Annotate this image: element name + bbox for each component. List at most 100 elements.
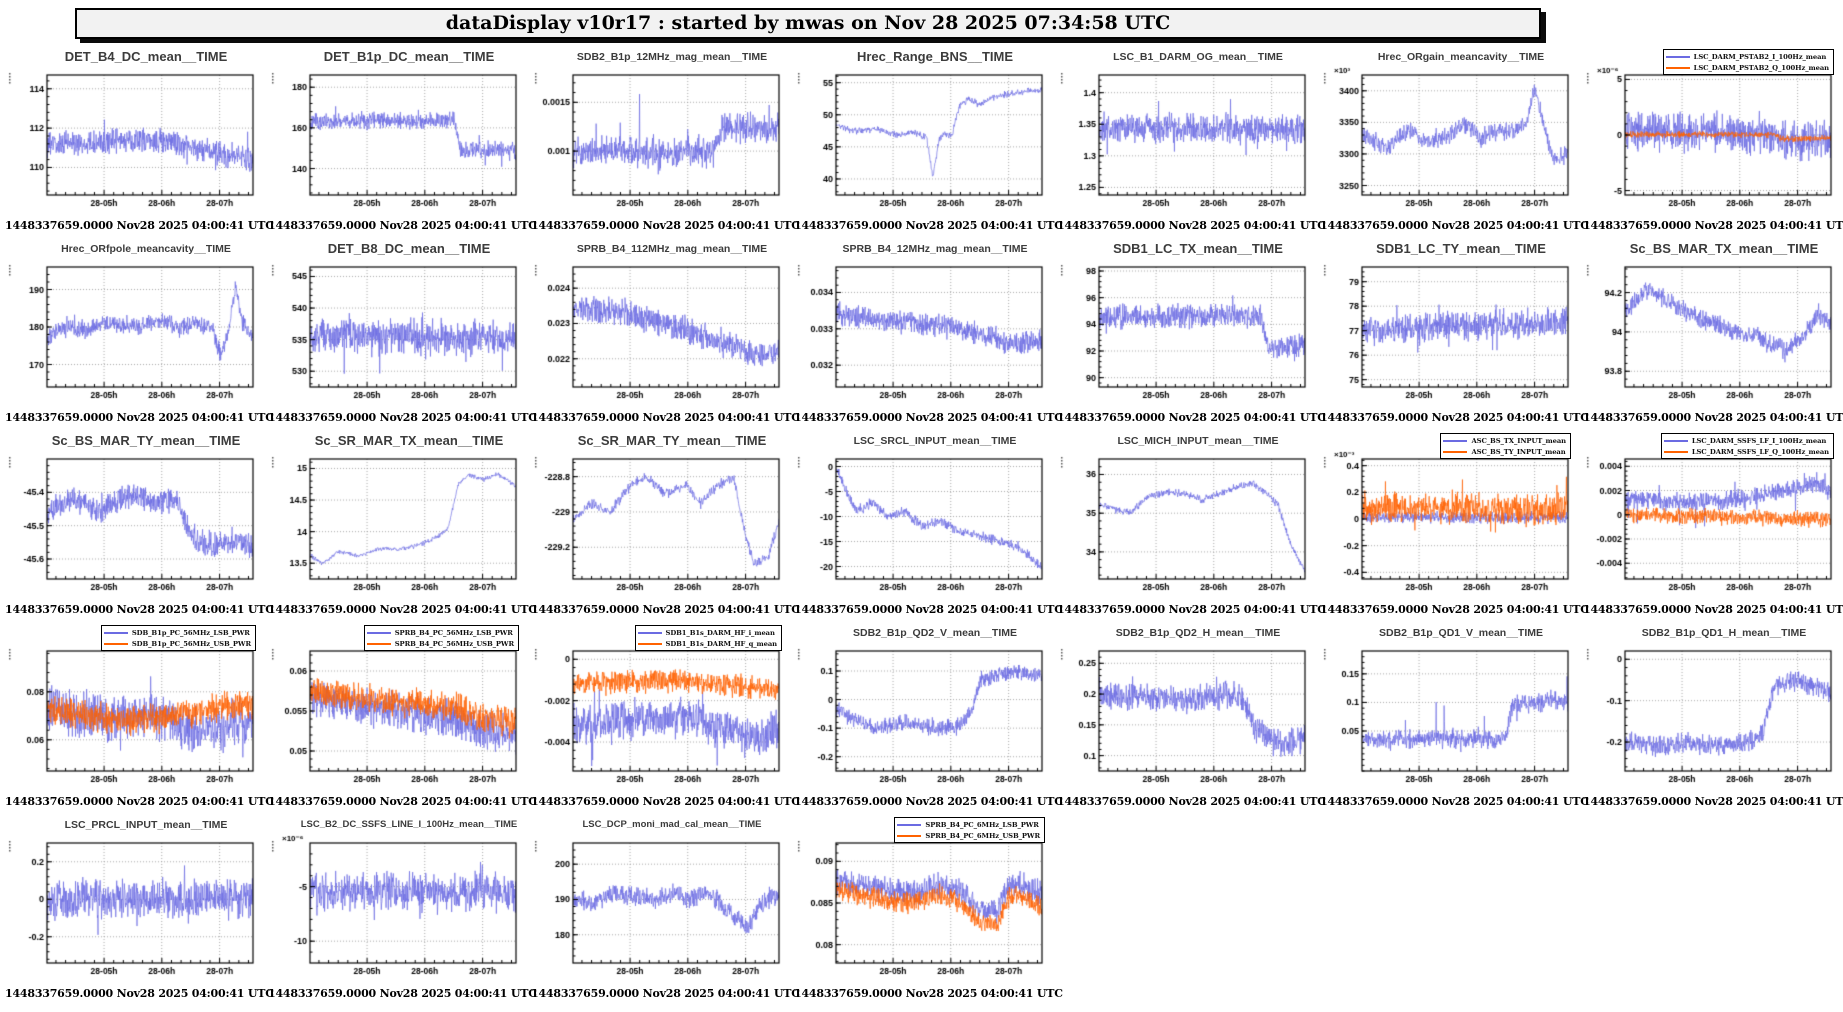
plot-cell: ASC_BS_TX_INPUT_mean ASC_BS_TY_INPUT_mean… <box>1315 432 1589 624</box>
plot-title: SDB1_LC_TX_mean__TIME <box>1113 241 1283 256</box>
plot-canvas[interactable] <box>1318 641 1574 795</box>
legend-label: SPRB_B4_PC_56MHz_LSB_PWR <box>394 628 513 637</box>
plot-title: DET_B1p_DC_mean__TIME <box>323 49 495 64</box>
plots-grid: DET_B4_DC_mean__TIME 1448337659.0000 Nov2… <box>0 48 1843 1008</box>
plot-canvas[interactable] <box>3 257 259 411</box>
plot-cell: SDB_B1p_PC_56MHz_LSB_PWR SDB_B1p_PC_56MHz… <box>0 624 274 816</box>
plot-cell: Hrec_Range_BNS__TIME 1448337659.0000 Nov2… <box>789 48 1063 240</box>
plot-legend: SDB1_B1s_DARM_HF_i_mean SDB1_B1s_DARM_HF_… <box>634 625 782 651</box>
plot-canvas[interactable] <box>266 641 522 795</box>
legend-line-sample <box>1663 450 1688 453</box>
legend-line-sample <box>366 631 391 634</box>
plot-title: Sc_SR_MAR_TY_mean__TIME <box>577 433 767 448</box>
plot-timestamp: 1448337659.0000 Nov28 2025 04:00:41 UTC <box>531 603 800 616</box>
legend-line-sample <box>103 642 128 645</box>
legend-label: LSC_DARM_PSTAB2_Q_100Hz_mean <box>1693 63 1829 72</box>
plot-title: Sc_BS_MAR_TX_mean__TIME <box>1629 241 1819 256</box>
plot-cell: SPRB_B4_PC_56MHz_LSB_PWR SPRB_B4_PC_56MHz… <box>263 624 537 816</box>
plot-canvas[interactable] <box>266 449 522 603</box>
plot-timestamp: 1448337659.0000 Nov28 2025 04:00:41 UTC <box>1057 411 1326 424</box>
plot-timestamp: 1448337659.0000 Nov28 2025 04:00:41 UTC <box>5 987 274 1000</box>
plot-legend: SDB_B1p_PC_56MHz_LSB_PWR SDB_B1p_PC_56MHz… <box>100 625 256 651</box>
plot-timestamp: 1448337659.0000 Nov28 2025 04:00:41 UTC <box>794 219 1063 232</box>
legend-label: SDB1_B1s_DARM_HF_i_mean <box>665 628 775 637</box>
legend-entry: SDB1_B1s_DARM_HF_i_mean <box>637 627 777 638</box>
plot-timestamp: 1448337659.0000 Nov28 2025 04:00:41 UTC <box>531 795 800 808</box>
plot-timestamp: 1448337659.0000 Nov28 2025 04:00:41 UTC <box>268 219 537 232</box>
plot-cell: SPRB_B4_112MHz_mag_mean__TIME 1448337659.… <box>526 240 800 432</box>
legend-line-sample <box>1443 439 1468 442</box>
plot-canvas[interactable] <box>266 833 522 987</box>
plot-canvas[interactable] <box>529 449 785 603</box>
plot-title: SDB2_B1p_QD1_V_mean__TIME <box>1379 627 1543 639</box>
plot-canvas[interactable] <box>3 449 259 603</box>
plot-canvas[interactable] <box>529 641 785 795</box>
plot-cell: LSC_SRCL_INPUT_mean__TIME 1448337659.0000… <box>789 432 1063 624</box>
plot-canvas[interactable] <box>1055 449 1311 603</box>
plot-canvas[interactable] <box>792 833 1048 987</box>
plot-canvas[interactable] <box>529 65 785 219</box>
plot-timestamp: 1448337659.0000 Nov28 2025 04:00:41 UTC <box>268 987 537 1000</box>
plot-legend: LSC_DARM_PSTAB2_I_100Hz_mean LSC_DARM_PST… <box>1662 49 1834 75</box>
legend-line-sample <box>1443 450 1468 453</box>
plot-title: LSC_PRCL_INPUT_mean__TIME <box>64 819 228 831</box>
plot-canvas[interactable] <box>1581 65 1837 219</box>
plot-cell: LSC_MICH_INPUT_mean__TIME 1448337659.0000… <box>1052 432 1326 624</box>
legend-entry: LSC_DARM_SSFS_LF_Q_100Hz_mean <box>1663 446 1829 457</box>
legend-line-sample <box>1665 66 1690 69</box>
plot-title: DET_B4_DC_mean__TIME <box>64 49 228 64</box>
plot-canvas[interactable] <box>792 65 1048 219</box>
plot-canvas[interactable] <box>1318 65 1574 219</box>
plot-title: Hrec_ORfpole_meancavity__TIME <box>61 243 231 255</box>
plot-canvas[interactable] <box>266 257 522 411</box>
plot-canvas[interactable] <box>1055 641 1311 795</box>
plot-timestamp: 1448337659.0000 Nov28 2025 04:00:41 UTC <box>5 411 274 424</box>
plot-canvas[interactable] <box>792 641 1048 795</box>
plot-cell: SDB2_B1p_QD2_V_mean__TIME 1448337659.0000… <box>789 624 1063 816</box>
plot-title: SPRB_B4_112MHz_mag_mean__TIME <box>576 243 768 255</box>
legend-entry: SDB1_B1s_DARM_HF_q_mean <box>637 638 778 649</box>
plot-cell: SDB1_B1s_DARM_HF_i_mean SDB1_B1s_DARM_HF_… <box>526 624 800 816</box>
legend-entry: LSC_DARM_SSFS_LF_I_100Hz_mean <box>1663 435 1829 446</box>
plot-canvas[interactable] <box>1318 257 1574 411</box>
plot-canvas[interactable] <box>1581 641 1837 795</box>
plot-canvas[interactable] <box>792 257 1048 411</box>
plot-canvas[interactable] <box>3 833 259 987</box>
plot-canvas[interactable] <box>529 257 785 411</box>
legend-entry: ASC_BS_TX_INPUT_mean <box>1443 435 1566 446</box>
plot-canvas[interactable] <box>3 641 259 795</box>
header-title-bar: dataDisplay v10r17 : started by mwas on … <box>75 8 1541 39</box>
legend-entry: LSC_DARM_PSTAB2_I_100Hz_mean <box>1665 51 1829 62</box>
legend-label: SDB1_B1s_DARM_HF_q_mean <box>665 639 778 648</box>
plot-canvas[interactable] <box>1055 65 1311 219</box>
legend-entry: SDB_B1p_PC_56MHz_USB_PWR <box>103 638 251 649</box>
plot-cell: LSC_DARM_PSTAB2_I_100Hz_mean LSC_DARM_PST… <box>1578 48 1843 240</box>
plot-canvas[interactable] <box>1318 449 1574 603</box>
plot-cell: Sc_SR_MAR_TY_mean__TIME 1448337659.0000 N… <box>526 432 800 624</box>
legend-label: LSC_DARM_SSFS_LF_I_100Hz_mean <box>1691 436 1827 445</box>
plot-timestamp: 1448337659.0000 Nov28 2025 04:00:41 UTC <box>1320 411 1589 424</box>
plot-canvas[interactable] <box>1055 257 1311 411</box>
plot-cell: SDB2_B1p_QD1_H_mean__TIME 1448337659.0000… <box>1578 624 1843 816</box>
plot-legend: LSC_DARM_SSFS_LF_I_100Hz_mean LSC_DARM_SS… <box>1660 433 1834 459</box>
plot-timestamp: 1448337659.0000 Nov28 2025 04:00:41 UTC <box>1583 795 1843 808</box>
legend-label: SDB_B1p_PC_56MHz_USB_PWR <box>131 639 251 648</box>
plot-title: LSC_B1_DARM_OG_mean__TIME <box>1113 51 1283 63</box>
plot-cell: LSC_B2_DC_SSFS_LINE_I_100Hz_mean__TIME 14… <box>263 816 537 1008</box>
legend-label: SPRB_B4_PC_56MHz_USB_PWR <box>394 639 514 648</box>
plot-canvas[interactable] <box>529 833 785 987</box>
plot-timestamp: 1448337659.0000 Nov28 2025 04:00:41 UTC <box>531 411 800 424</box>
plot-canvas[interactable] <box>3 65 259 219</box>
plot-canvas[interactable] <box>266 65 522 219</box>
legend-entry: SPRB_B4_PC_6MHz_USB_PWR <box>897 830 1040 841</box>
plot-cell: SDB1_LC_TY_mean__TIME 1448337659.0000 Nov… <box>1315 240 1589 432</box>
plot-timestamp: 1448337659.0000 Nov28 2025 04:00:41 UTC <box>268 795 537 808</box>
plot-timestamp: 1448337659.0000 Nov28 2025 04:00:41 UTC <box>268 603 537 616</box>
legend-line-sample <box>366 642 391 645</box>
plot-cell: Hrec_ORfpole_meancavity__TIME 1448337659.… <box>0 240 274 432</box>
plot-canvas[interactable] <box>1581 449 1837 603</box>
plot-title: SDB1_LC_TY_mean__TIME <box>1376 241 1546 256</box>
plot-title: SDB2_B1p_QD2_V_mean__TIME <box>853 627 1017 639</box>
plot-canvas[interactable] <box>792 449 1048 603</box>
plot-canvas[interactable] <box>1581 257 1837 411</box>
